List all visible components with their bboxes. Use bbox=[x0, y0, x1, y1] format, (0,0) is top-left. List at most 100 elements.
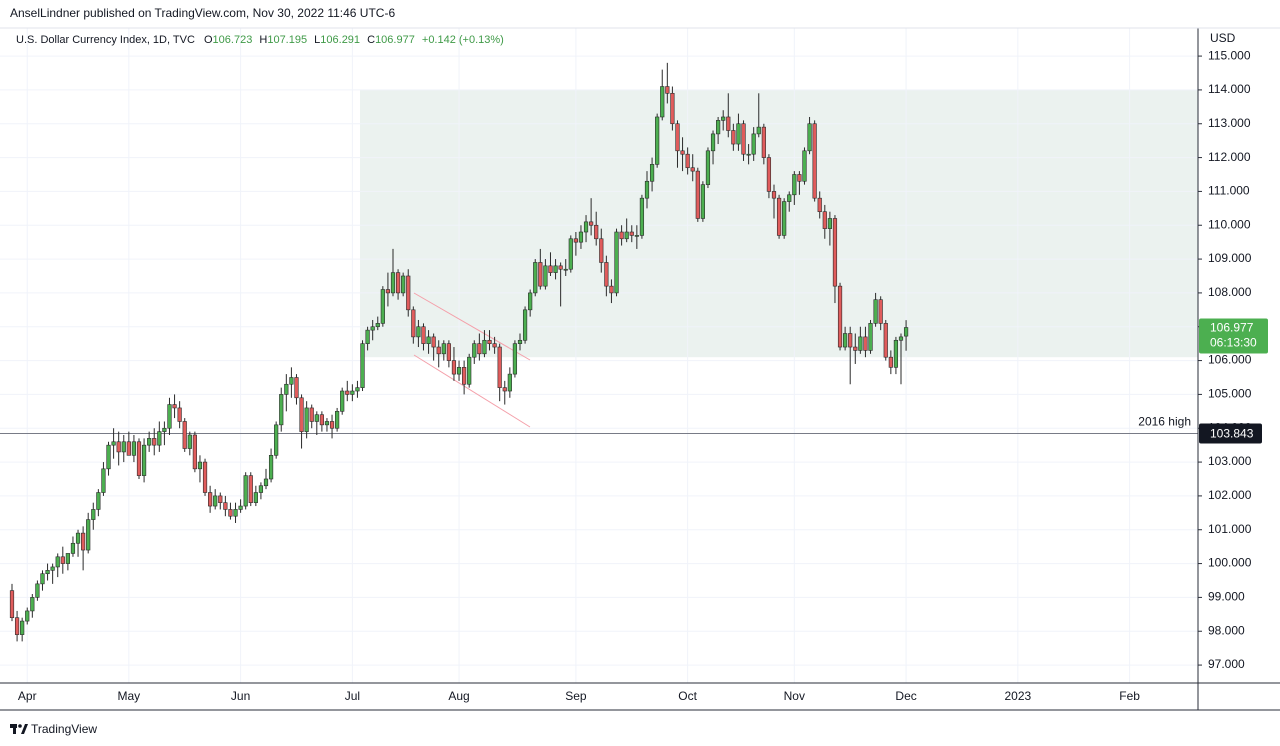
candle-body bbox=[558, 265, 563, 270]
candle-body bbox=[192, 434, 197, 470]
candle-body bbox=[319, 414, 324, 426]
candle-body bbox=[30, 597, 35, 612]
x-tick-label: Sep bbox=[565, 689, 587, 703]
candle-body bbox=[812, 123, 817, 199]
candle-body bbox=[253, 492, 258, 503]
ohlc-letter: L bbox=[314, 34, 320, 46]
candle-body bbox=[832, 218, 838, 287]
candle-body bbox=[721, 116, 726, 121]
change-label: +0.142 (+0.13%) bbox=[422, 34, 504, 46]
candle-body bbox=[141, 444, 147, 476]
candle-body bbox=[512, 343, 518, 375]
ohlc-letter: O bbox=[204, 34, 213, 46]
candle-body bbox=[538, 262, 543, 287]
candle-body bbox=[705, 150, 711, 185]
candle-body bbox=[329, 421, 335, 429]
candle-body bbox=[868, 323, 873, 351]
candle-body bbox=[467, 356, 472, 385]
chart-legend: U.S. Dollar Currency Index, 1D, TVC O106… bbox=[16, 34, 504, 46]
trend-line bbox=[413, 292, 531, 361]
candle-body bbox=[843, 333, 848, 348]
countdown-label: 06:13:30 bbox=[1210, 336, 1257, 350]
candle-body bbox=[248, 475, 253, 503]
candle-body bbox=[157, 431, 162, 446]
candle-body bbox=[243, 475, 248, 507]
candle-body bbox=[421, 326, 426, 344]
candle-body bbox=[126, 441, 131, 456]
candle-body bbox=[736, 123, 741, 145]
candle-body bbox=[136, 441, 142, 476]
y-tick-label: 99.000 bbox=[1208, 590, 1245, 604]
candle-body bbox=[553, 265, 558, 273]
candle-body bbox=[81, 532, 86, 551]
candle-body bbox=[111, 441, 116, 446]
candle-body bbox=[502, 387, 507, 392]
candle-body bbox=[274, 424, 279, 456]
candle-body bbox=[731, 130, 736, 145]
candle-body bbox=[360, 343, 365, 388]
candle-body bbox=[710, 133, 716, 152]
logo-part bbox=[18, 724, 22, 728]
candle-body bbox=[660, 86, 665, 118]
candle-body bbox=[634, 235, 639, 237]
candle-body bbox=[375, 323, 380, 328]
candle-body bbox=[685, 153, 690, 169]
candle-body bbox=[594, 224, 599, 240]
ohlc-value: 107.195 bbox=[267, 34, 307, 46]
last-price-label: 106.977 bbox=[1210, 321, 1254, 335]
candle-body bbox=[746, 153, 751, 156]
ohlc-value: 106.977 bbox=[375, 34, 415, 46]
candle-body bbox=[761, 126, 766, 158]
candle-body bbox=[40, 573, 45, 585]
candle-body bbox=[50, 566, 55, 571]
candle-body bbox=[614, 231, 619, 294]
candle-body bbox=[644, 180, 650, 199]
candle-body bbox=[680, 150, 685, 155]
x-tick-label: Feb bbox=[1119, 689, 1140, 703]
candle-body bbox=[522, 309, 528, 341]
y-tick-label: 115.000 bbox=[1208, 48, 1251, 62]
level-price-label: 103.843 bbox=[1210, 427, 1254, 441]
candle-body bbox=[756, 126, 761, 135]
candle-body bbox=[223, 502, 228, 510]
y-tick-label: 112.000 bbox=[1208, 150, 1251, 164]
candle-body bbox=[238, 505, 243, 510]
candle-body bbox=[528, 292, 533, 311]
candle-body bbox=[726, 116, 731, 131]
ohlc-letter: C bbox=[367, 34, 375, 46]
candle-body bbox=[20, 620, 25, 635]
candle-body bbox=[116, 441, 121, 453]
candle-body bbox=[822, 211, 827, 229]
candle-body bbox=[766, 157, 772, 192]
candle-body bbox=[700, 184, 705, 219]
candle-body bbox=[507, 373, 512, 392]
x-tick-label: Jul bbox=[345, 689, 360, 703]
level-label: 2016 high bbox=[1138, 415, 1191, 429]
candle-body bbox=[858, 336, 863, 351]
candle-body bbox=[309, 407, 314, 422]
candle-body bbox=[903, 327, 909, 337]
candle-body bbox=[624, 231, 629, 240]
candle-body bbox=[294, 377, 299, 399]
candle-body bbox=[665, 86, 670, 94]
candle-body bbox=[817, 197, 822, 213]
candle-body bbox=[604, 262, 609, 287]
candle-body bbox=[416, 326, 421, 338]
candle-body bbox=[9, 590, 15, 619]
candle-body bbox=[639, 197, 645, 236]
candle-body bbox=[482, 339, 487, 355]
candle-body bbox=[436, 346, 441, 355]
candle-body bbox=[91, 509, 96, 520]
brand-label: TradingView bbox=[31, 722, 97, 736]
candle-body bbox=[792, 174, 797, 196]
candle-body bbox=[578, 231, 584, 243]
publisher-note: AnselLindner published on TradingView.co… bbox=[10, 6, 395, 20]
candle-body bbox=[197, 461, 203, 470]
candle-body bbox=[25, 610, 30, 622]
candle-body bbox=[797, 174, 802, 182]
y-tick-label: 109.000 bbox=[1208, 251, 1252, 265]
candle-body bbox=[35, 583, 40, 598]
x-tick-label: May bbox=[118, 689, 141, 703]
candle-body bbox=[533, 262, 538, 294]
